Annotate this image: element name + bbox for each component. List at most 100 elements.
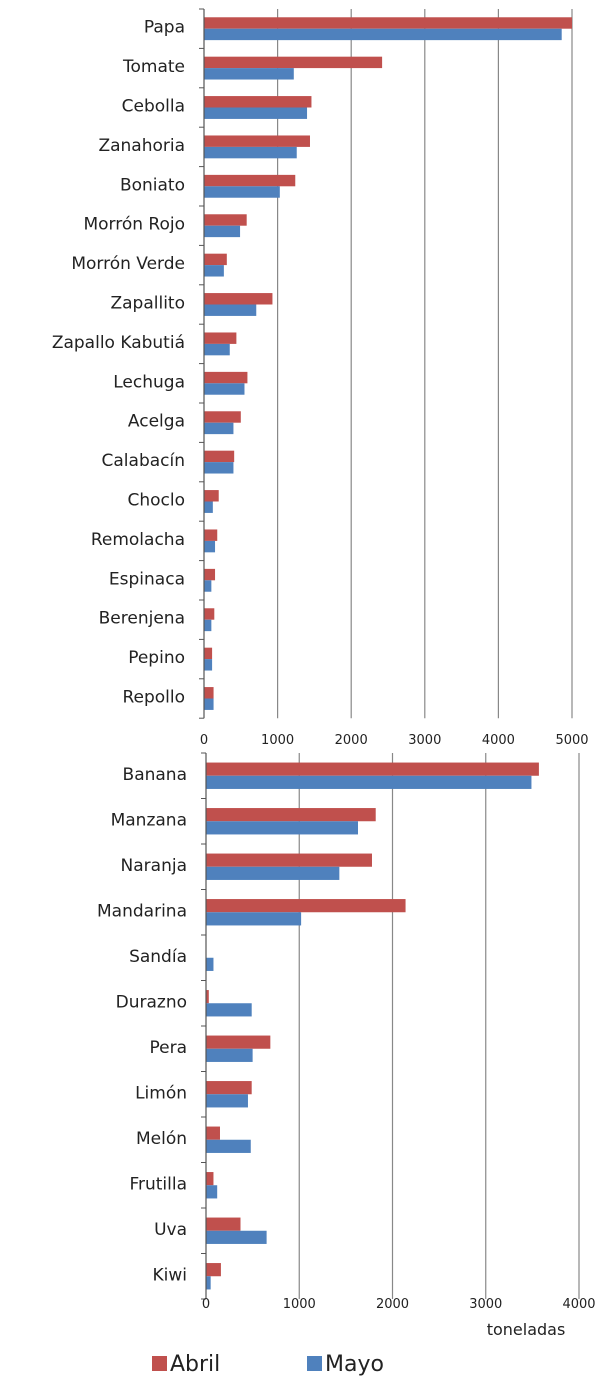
bar-abril-mandarina — [206, 899, 406, 913]
legend-swatch-mayo — [307, 1356, 322, 1371]
fruits-chart: Banana Manzana Naranja Mandarina Sandía Duraz… — [97, 752, 596, 1312]
category-label: Berenjena — [99, 609, 185, 629]
legend: Abril Mayo — [152, 1352, 384, 1377]
category-label: Remolacha — [91, 530, 185, 550]
bar-abril-repollo — [204, 687, 214, 699]
bar-mayo-papa — [204, 28, 562, 41]
category-label: Cebolla — [122, 97, 185, 117]
category-label: Banana — [123, 765, 187, 785]
category-label: Manzana — [111, 810, 187, 830]
x-tick-label: 1000 — [283, 1297, 316, 1312]
bar-abril-tomate — [204, 56, 383, 69]
x-tick-label: 1000 — [261, 733, 294, 748]
bar-mayo-frutilla — [206, 1185, 218, 1199]
x-tick-label: 3000 — [469, 1297, 502, 1312]
bar-mayo-pera — [206, 1048, 253, 1062]
bar-abril-remolacha — [204, 529, 218, 541]
bar-abril-zanahoria — [204, 135, 310, 147]
bar-abril-pepino — [204, 647, 213, 660]
bar-mayo-banana — [206, 775, 532, 789]
bar-mayo-durazno — [206, 1003, 252, 1017]
x-axis-unit-label: toneladas — [487, 1320, 566, 1339]
category-label: Uva — [154, 1220, 187, 1240]
bar-abril-papa — [204, 17, 572, 29]
bar-abril-melon — [206, 1126, 220, 1140]
category-label: Frutilla — [129, 1174, 187, 1194]
bar-abril-banana — [206, 762, 539, 776]
category-label: Melón — [136, 1129, 187, 1149]
legend-swatch-abril — [152, 1356, 167, 1371]
x-tick-label: 3000 — [408, 733, 441, 748]
bar-abril-calabacin — [204, 450, 235, 463]
legend-label-mayo: Mayo — [325, 1352, 384, 1377]
bar-mayo-morron-verde — [204, 265, 224, 277]
category-label: Limón — [135, 1083, 187, 1103]
x-tick-label: 4000 — [482, 733, 515, 748]
category-label: Pera — [149, 1038, 187, 1058]
bar-mayo-uva — [206, 1230, 267, 1244]
bar-abril-pera — [206, 1035, 271, 1049]
bar-abril-morron-verde — [204, 253, 227, 266]
bar-abril-zapallo-kabutia — [204, 332, 237, 344]
bar-mayo-choclo — [204, 501, 213, 513]
bar-mayo-mandarina — [206, 912, 302, 926]
bar-mayo-lechuga — [204, 383, 245, 395]
bar-mayo-manzana — [206, 821, 358, 835]
category-label: Sandía — [129, 947, 187, 967]
category-label: Espinaca — [109, 569, 185, 589]
bar-abril-berenjena — [204, 608, 215, 620]
category-label: Calabacín — [102, 451, 185, 471]
bar-mayo-naranja — [206, 866, 340, 880]
x-tick-label: 2000 — [335, 733, 368, 748]
bar-abril-kiwi — [206, 1263, 221, 1277]
bar-abril-choclo — [204, 490, 219, 502]
bar-mayo-boniato — [204, 186, 280, 198]
category-label: Zapallo Kabutiá — [52, 333, 185, 353]
bar-mayo-espinaca — [204, 580, 212, 592]
bar-mayo-calabacin — [204, 462, 234, 474]
x-tick-label: 0 — [202, 1297, 210, 1312]
bar-mayo-kiwi — [206, 1276, 211, 1290]
category-label: Choclo — [127, 491, 185, 511]
bar-mayo-morron-rojo — [204, 225, 241, 238]
category-label: Zanahoria — [98, 136, 185, 156]
bar-abril-cebolla — [204, 96, 312, 108]
x-tick-label: 0 — [200, 733, 208, 748]
vegetables-chart: Papa Tomate Cebolla Zanahoria Boniato Morrón … — [52, 8, 589, 748]
bar-mayo-remolacha — [204, 540, 216, 553]
bar-abril-lechuga — [204, 371, 248, 384]
bar-mayo-berenjena — [204, 619, 212, 632]
category-label: Boniato — [120, 175, 185, 195]
x-tick-label: 2000 — [376, 1297, 409, 1312]
category-label: Kiwi — [153, 1265, 188, 1285]
category-label: Pepino — [128, 648, 185, 668]
category-label: Morrón Verde — [71, 254, 185, 274]
category-label: Acelga — [128, 412, 185, 432]
x-tick-label: 4000 — [562, 1297, 595, 1312]
category-label: Repollo — [122, 688, 185, 708]
category-label: Lechuga — [113, 372, 185, 392]
bar-abril-frutilla — [206, 1172, 214, 1186]
bar-mayo-pepino — [204, 659, 213, 671]
bar-mayo-melon — [206, 1139, 251, 1153]
category-label: Zapallito — [110, 294, 185, 314]
category-label: Naranja — [121, 856, 187, 876]
bar-abril-uva — [206, 1217, 241, 1231]
category-label: Papa — [144, 18, 185, 38]
x-tick-label: 5000 — [555, 733, 588, 748]
legend-label-abril: Abril — [170, 1352, 220, 1377]
bar-abril-acelga — [204, 411, 241, 423]
bar-abril-limon — [206, 1081, 252, 1095]
category-label: Tomate — [122, 57, 185, 77]
bar-abril-boniato — [204, 174, 296, 187]
bar-mayo-sandia — [206, 957, 214, 971]
bar-mayo-zapallo-kabutia — [204, 343, 230, 356]
bar-mayo-acelga — [204, 422, 234, 435]
bar-mayo-zanahoria — [204, 146, 297, 159]
bar-mayo-zapallito — [204, 304, 257, 316]
bar-mayo-tomate — [204, 68, 294, 80]
bar-abril-manzana — [206, 808, 376, 822]
bar-abril-durazno — [206, 990, 209, 1004]
bar-abril-morron-rojo — [204, 214, 247, 226]
